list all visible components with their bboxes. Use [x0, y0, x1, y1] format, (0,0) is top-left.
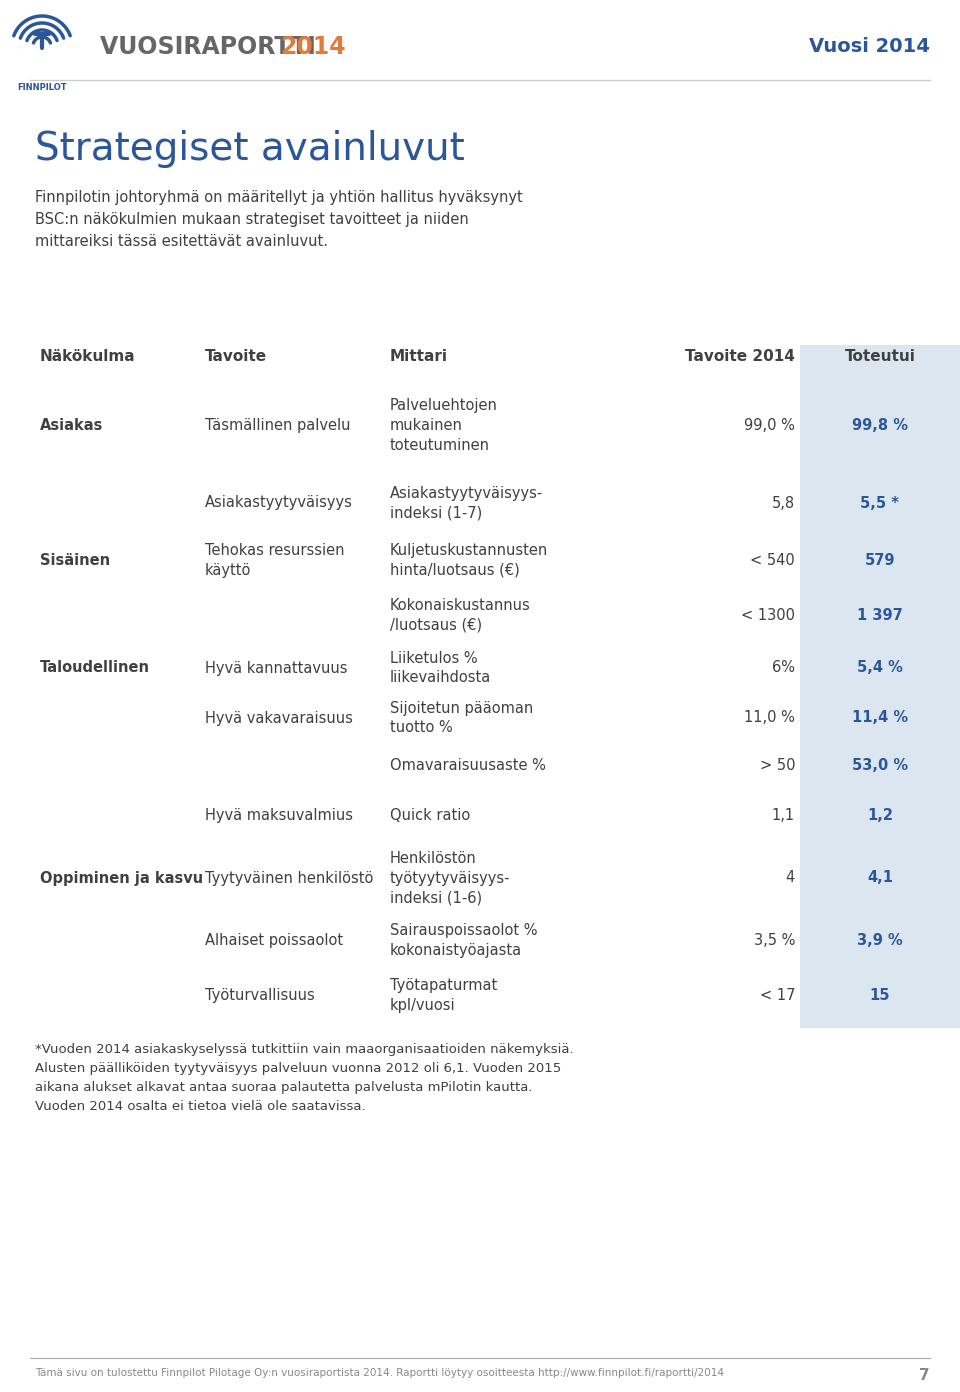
Text: Toteutui: Toteutui	[845, 349, 916, 363]
Text: 99,0 %: 99,0 %	[744, 418, 795, 433]
Text: Sisäinen: Sisäinen	[40, 553, 110, 568]
Text: VUOSIRAPORTTI: VUOSIRAPORTTI	[100, 35, 324, 58]
Text: Kuljetuskustannusten
hinta/luotsaus (€): Kuljetuskustannusten hinta/luotsaus (€)	[390, 543, 548, 578]
Text: Henkilöstön
työtyytyväisyys-
indeksi (1-6): Henkilöstön työtyytyväisyys- indeksi (1-…	[390, 851, 511, 905]
Text: *Vuoden 2014 asiakaskyselyssä tutkittiin vain maaorganisaatioiden näkemyksiä.
Al: *Vuoden 2014 asiakaskyselyssä tutkittiin…	[35, 1043, 574, 1114]
Text: Asiakastyytyväisyys-
indeksi (1-7): Asiakastyytyväisyys- indeksi (1-7)	[390, 486, 543, 521]
Text: Oppiminen ja kasvu: Oppiminen ja kasvu	[40, 870, 204, 885]
Text: Hyvä kannattavuus: Hyvä kannattavuus	[205, 660, 348, 675]
Text: 579: 579	[865, 553, 896, 568]
Text: Alhaiset poissaolot: Alhaiset poissaolot	[205, 933, 343, 948]
Text: Tavoite 2014: Tavoite 2014	[685, 349, 795, 363]
Text: Vuosi 2014: Vuosi 2014	[809, 38, 930, 57]
Text: 11,0 %: 11,0 %	[744, 710, 795, 725]
Text: Tämä sivu on tulostettu Finnpilot Pilotage Oy:n vuosiraportista 2014. Raportti l: Tämä sivu on tulostettu Finnpilot Pilota…	[35, 1368, 724, 1378]
Text: Tehokas resurssien
käyttö: Tehokas resurssien käyttö	[205, 543, 345, 578]
Text: Strategiset avainluvut: Strategiset avainluvut	[35, 129, 465, 168]
Text: 11,4 %: 11,4 %	[852, 710, 908, 725]
Text: 4,1: 4,1	[867, 870, 893, 885]
Text: Hyvä vakavaraisuus: Hyvä vakavaraisuus	[205, 710, 353, 725]
Text: Omavaraisuusaste %: Omavaraisuusaste %	[390, 759, 546, 773]
Text: 7: 7	[920, 1368, 930, 1384]
Text: 5,4 %: 5,4 %	[857, 660, 903, 675]
Text: 5,8: 5,8	[772, 496, 795, 511]
Text: 2014: 2014	[280, 35, 346, 58]
Text: Täsmällinen palvelu: Täsmällinen palvelu	[205, 418, 350, 433]
Text: 1 397: 1 397	[857, 608, 902, 624]
Text: FINNPILOT: FINNPILOT	[17, 84, 67, 92]
Text: 6%: 6%	[772, 660, 795, 675]
Text: 4: 4	[785, 870, 795, 885]
Bar	[800, 345, 960, 1029]
Text: 3,5 %: 3,5 %	[754, 933, 795, 948]
Text: Mittari: Mittari	[390, 349, 448, 363]
Text: Tyytyväinen henkilöstö: Tyytyväinen henkilöstö	[205, 870, 373, 885]
Text: Palveluehtojen
mukainen
toteutuminen: Palveluehtojen mukainen toteutuminen	[390, 398, 498, 452]
Text: Sijoitetun pääoman
tuotto %: Sijoitetun pääoman tuotto %	[390, 700, 533, 735]
Text: Hyvä maksuvalmius: Hyvä maksuvalmius	[205, 807, 353, 823]
Text: Tavoite: Tavoite	[205, 349, 267, 363]
Text: 15: 15	[870, 988, 890, 1004]
Text: < 540: < 540	[751, 553, 795, 568]
Text: 5,5 *: 5,5 *	[860, 496, 900, 511]
Text: Asiakastyytyväisyys: Asiakastyytyväisyys	[205, 496, 353, 511]
Text: Sairauspoissaolot %
kokonaistyöajasta: Sairauspoissaolot % kokonaistyöajasta	[390, 923, 538, 958]
Text: Finnpilotin johtoryhmä on määritellyt ja yhtiön hallitus hyväksynyt
BSC:n näköku: Finnpilotin johtoryhmä on määritellyt ja…	[35, 189, 523, 249]
Text: 3,9 %: 3,9 %	[857, 933, 902, 948]
Text: Työtapaturmat
kpl/vuosi: Työtapaturmat kpl/vuosi	[390, 979, 497, 1013]
Text: 53,0 %: 53,0 %	[852, 759, 908, 773]
Text: < 1300: < 1300	[741, 608, 795, 624]
Text: Kokonaiskustannus
/luotsaus (€): Kokonaiskustannus /luotsaus (€)	[390, 599, 531, 633]
Text: Näkökulma: Näkökulma	[40, 349, 135, 363]
Text: > 50: > 50	[759, 759, 795, 773]
Text: Quick ratio: Quick ratio	[390, 807, 470, 823]
Text: 99,8 %: 99,8 %	[852, 418, 908, 433]
Text: Työturvallisuus: Työturvallisuus	[205, 988, 315, 1004]
Text: Taloudellinen: Taloudellinen	[40, 660, 150, 675]
Text: < 17: < 17	[759, 988, 795, 1004]
Text: Asiakas: Asiakas	[40, 418, 104, 433]
Text: Liiketulos %
liikevaihdosta: Liiketulos % liikevaihdosta	[390, 650, 492, 685]
Text: 1,1: 1,1	[772, 807, 795, 823]
Text: 1,2: 1,2	[867, 807, 893, 823]
